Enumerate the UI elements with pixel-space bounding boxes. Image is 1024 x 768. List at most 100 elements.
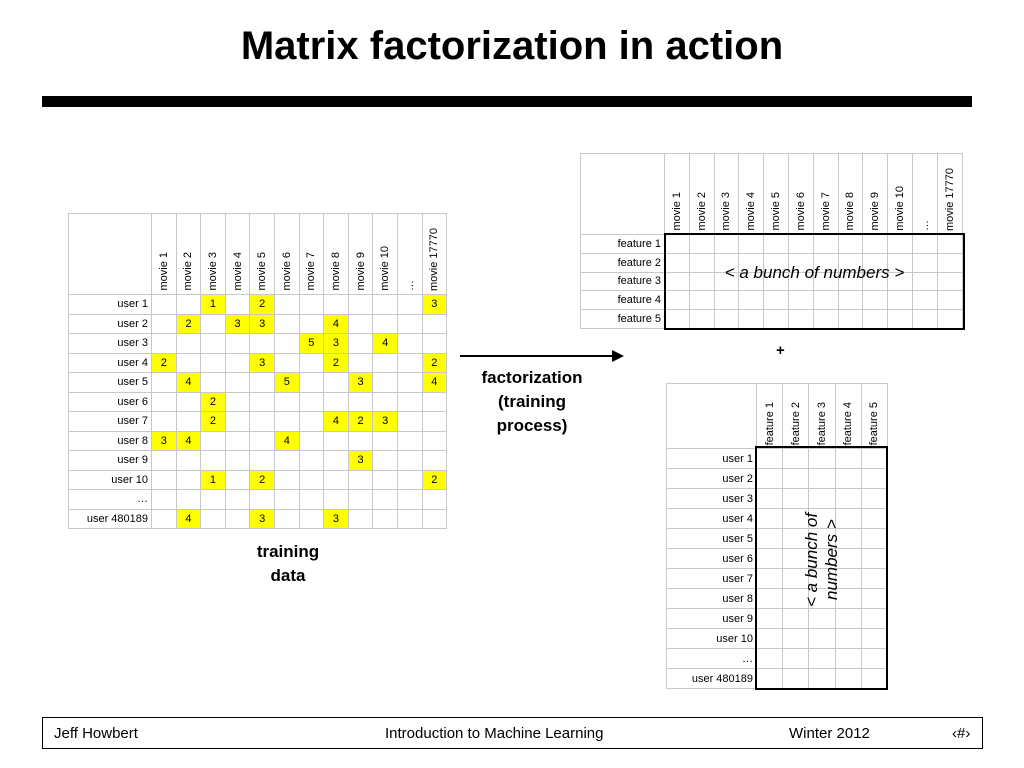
- user-feature-cell: [808, 668, 836, 689]
- rating-cell: 1: [200, 294, 226, 315]
- rating-cell: [224, 333, 251, 354]
- rating-cell: [200, 352, 226, 373]
- rating-cell: [200, 508, 226, 529]
- rating-cell: [323, 372, 349, 393]
- rating-cell: [396, 411, 423, 432]
- movie-feature-note: < a bunch of numbers >: [724, 263, 905, 282]
- rating-cell: [347, 294, 374, 315]
- rating-cell: [224, 469, 251, 490]
- rating-column-header: movie 17770: [421, 213, 448, 295]
- training-data-label: training data: [256, 542, 320, 585]
- rating-cell: 2: [421, 352, 448, 373]
- rating-column-label: movie 2: [182, 252, 195, 291]
- rating-row-label: …: [68, 489, 152, 510]
- rating-row-label: user 9: [68, 450, 152, 471]
- user-feature-cell: [860, 548, 888, 569]
- movie-feature-cell: [664, 309, 690, 329]
- rating-cell: [372, 391, 398, 412]
- rating-cell: [372, 469, 398, 490]
- rating-cell: [175, 333, 202, 354]
- rating-cell: [298, 313, 325, 334]
- user-feature-cell: [755, 568, 784, 589]
- user-feature-row: user 7: [666, 568, 888, 589]
- user-feature-row: user 480189: [666, 668, 888, 689]
- ratings-header-row: movie 1 movie 2 movie 3 movie 4 movie 5 movie…: [68, 213, 448, 295]
- rating-cell: 2: [421, 469, 448, 490]
- movie-feature-row-label: feature 1: [580, 234, 665, 254]
- plus-sign: +: [776, 342, 785, 359]
- rating-cell: [224, 372, 251, 393]
- movie-feature-matrix: movie 1 movie 2 movie 3 movie 4 movie 5 movie…: [580, 153, 963, 329]
- title-underline: [42, 96, 972, 107]
- rating-cell: 1: [200, 469, 226, 490]
- movie-feature-column-header: movie 6: [787, 153, 814, 235]
- movie-feature-row-label: feature 4: [580, 290, 665, 311]
- rating-cell: 3: [421, 294, 448, 315]
- rating-cell: [273, 294, 300, 315]
- user-feature-cell: [782, 448, 810, 469]
- user-feature-row-label: user 1: [666, 448, 757, 469]
- user-feature-row: user 2: [666, 468, 888, 489]
- user-feature-header-row: feature 1 feature 2 feature 3 feature 4 feat…: [666, 383, 888, 449]
- rating-cell: [151, 333, 177, 354]
- rating-cell: [249, 430, 275, 451]
- movie-feature-cell: [664, 290, 690, 311]
- movie-feature-row-label: feature 3: [580, 271, 665, 292]
- rating-column-label: movie 9: [354, 252, 367, 291]
- movie-feature-column-label: movie 17770: [943, 168, 956, 231]
- rating-cell: [151, 391, 177, 412]
- rating-cell: [421, 333, 448, 354]
- rating-row-label: user 7: [68, 411, 152, 432]
- user-feature-matrix: feature 1 feature 2 feature 3 feature 4 feat…: [666, 383, 888, 689]
- user-feature-cell: [834, 468, 862, 489]
- rating-cell: [298, 430, 325, 451]
- movie-feature-cell: [936, 290, 963, 311]
- movie-feature-cell: [787, 234, 814, 254]
- rating-column-label: movie 7: [305, 252, 318, 291]
- movie-feature-cell: [936, 309, 963, 329]
- movie-feature-column-header: movie 2: [688, 153, 715, 235]
- movie-feature-cell: [837, 290, 864, 311]
- user-feature-cell: [808, 468, 836, 489]
- rating-column-header: movie 4: [224, 213, 251, 295]
- movie-feature-cell: [738, 234, 765, 254]
- movie-feature-cell: [763, 290, 789, 311]
- rating-row-label: user 4: [68, 352, 152, 373]
- user-feature-cell: [834, 648, 862, 669]
- rating-cell: [323, 469, 349, 490]
- rating-column-label: movie 6: [280, 252, 293, 291]
- user-feature-cell: [808, 628, 836, 649]
- rating-column-label: …: [403, 280, 416, 291]
- rating-cell: [273, 508, 300, 529]
- movie-feature-row: feature 3: [580, 271, 963, 292]
- corner-cell: [666, 383, 757, 449]
- user-feature-cell: [860, 528, 888, 549]
- rating-row-label: user 10: [68, 469, 152, 490]
- corner-cell: [68, 213, 152, 295]
- user-feature-cell: [860, 568, 888, 589]
- factorization-arrow-icon: [460, 350, 624, 362]
- rating-cell: [175, 411, 202, 432]
- user-feature-cell: [860, 628, 888, 649]
- rating-column-header: movie 2: [175, 213, 202, 295]
- rating-cell: [396, 391, 423, 412]
- rating-cell: [200, 450, 226, 471]
- footer: Jeff Howbert Introduction to Machine Lea…: [42, 717, 983, 749]
- rating-cell: [347, 391, 374, 412]
- rating-cell: [421, 489, 448, 510]
- user-feature-row: user 8: [666, 588, 888, 609]
- user-feature-cell: [860, 608, 888, 629]
- user-feature-cell: [755, 668, 784, 689]
- rating-column-header: movie 7: [298, 213, 325, 295]
- rating-column-label: movie 3: [206, 252, 219, 291]
- rating-cell: [298, 469, 325, 490]
- movie-feature-cell: [936, 234, 963, 254]
- rating-cell: 4: [323, 313, 349, 334]
- user-feature-cell: [755, 608, 784, 629]
- rating-cell: [175, 352, 202, 373]
- rating-cell: 3: [249, 313, 275, 334]
- user-feature-cell: [755, 628, 784, 649]
- slide-title: Matrix factorization in action: [240, 24, 784, 68]
